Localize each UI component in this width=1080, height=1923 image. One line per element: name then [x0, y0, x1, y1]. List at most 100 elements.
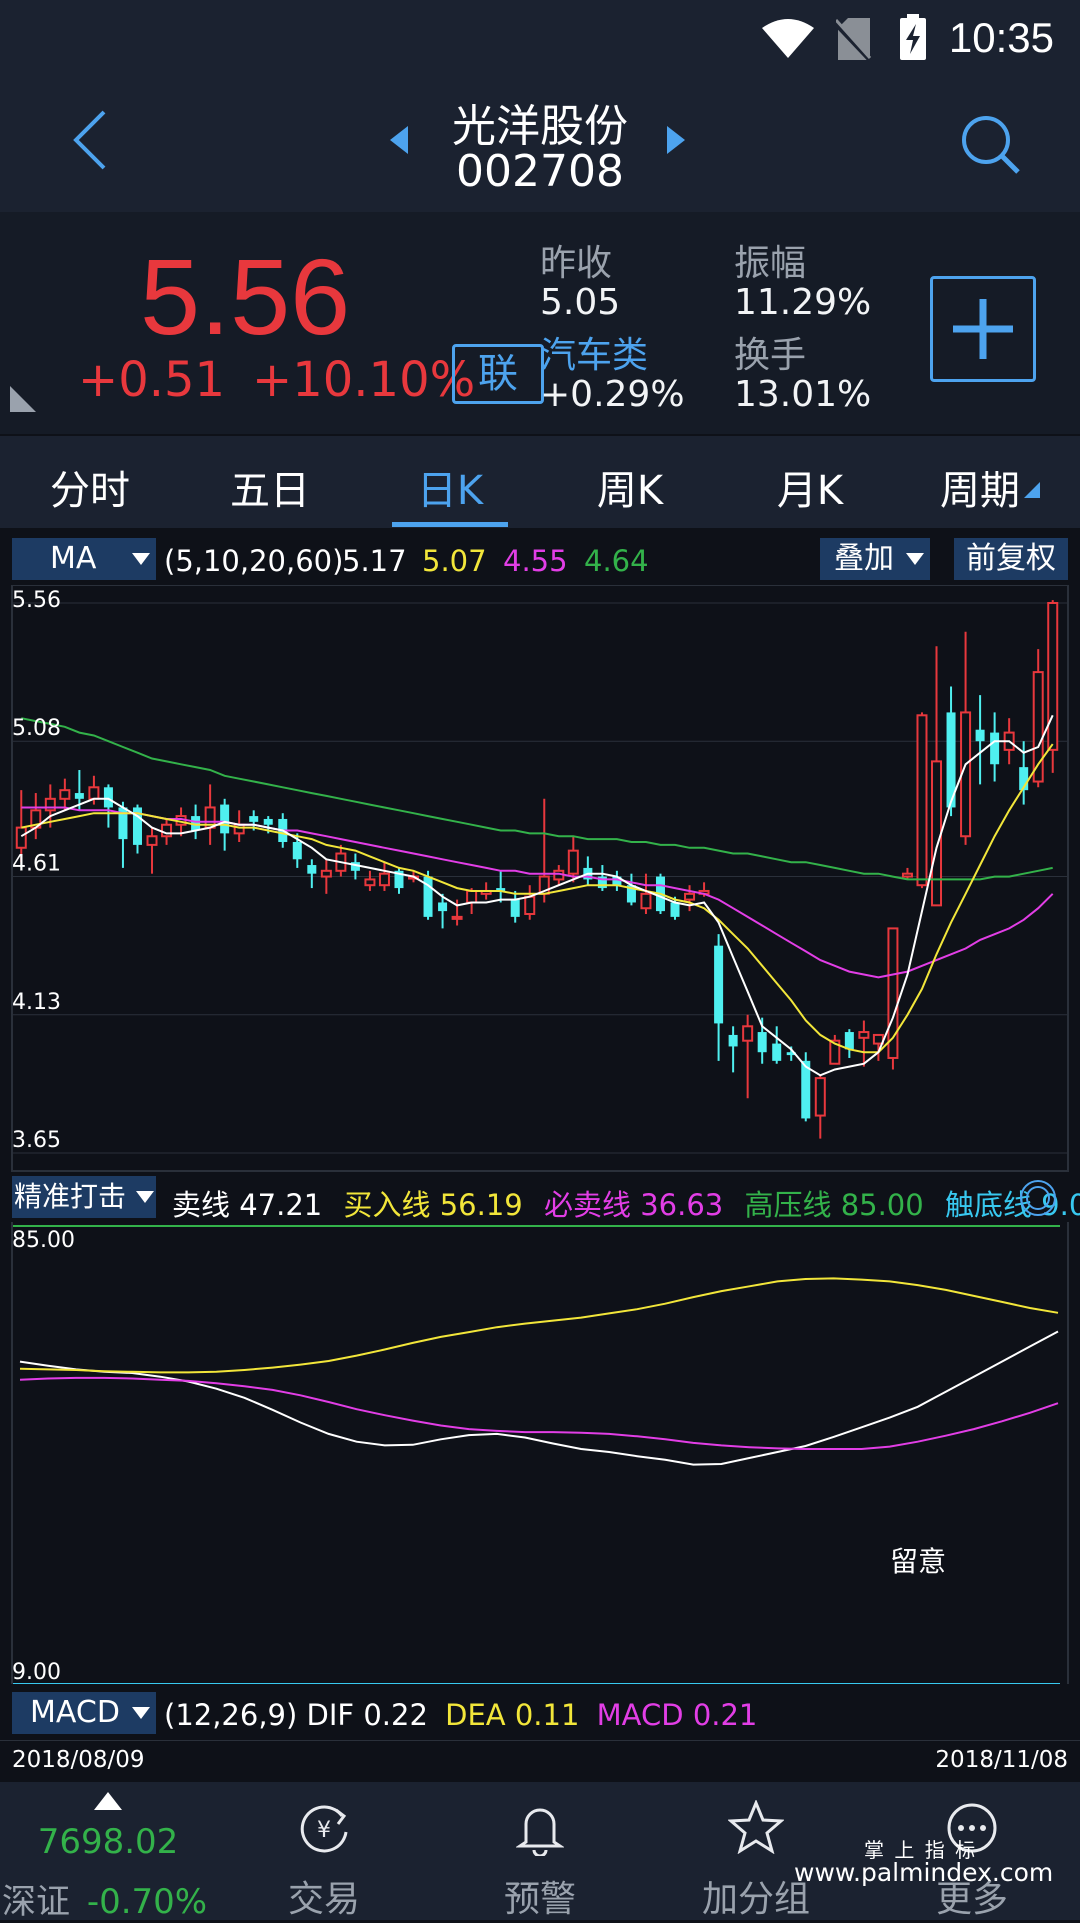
- candle-down: [423, 876, 433, 917]
- sector-change: +0.29%: [540, 374, 685, 415]
- sector-label[interactable]: 汽车类: [540, 335, 649, 376]
- ma5-line: [20, 714, 1054, 1077]
- must-sell-label: 必卖线: [543, 1188, 631, 1222]
- candle-up: [814, 1077, 826, 1117]
- candle-down: [350, 862, 360, 871]
- signal-note: 留意: [890, 1545, 947, 1578]
- candle-up: [364, 878, 376, 887]
- status-time: 10:35: [948, 14, 1054, 61]
- back-arrow-icon[interactable]: [70, 108, 110, 172]
- candle-down: [757, 1032, 767, 1053]
- corner-triangle-icon: [10, 386, 36, 412]
- index-value: 7698.02: [37, 1822, 179, 1862]
- nav-add-group[interactable]: 加分组: [648, 1782, 864, 1920]
- watermark-url: www.palmindex.com: [794, 1858, 1054, 1887]
- candle-up: [858, 1031, 870, 1039]
- candle-up: [88, 786, 100, 800]
- candle-down: [597, 876, 607, 889]
- dif-label: DIF: [306, 1698, 355, 1732]
- candle-down: [220, 804, 230, 834]
- candle-down: [263, 818, 273, 825]
- tab-weekly-k[interactable]: 周K: [596, 468, 664, 514]
- index-name: 深证: [2, 1882, 70, 1922]
- macd-value: 0.21: [692, 1698, 758, 1732]
- candle-up: [524, 895, 536, 915]
- overlay-select[interactable]: 叠加: [820, 538, 930, 580]
- status-bar: 10:35: [0, 0, 1080, 80]
- nav-more[interactable]: 更多: [864, 1782, 1080, 1920]
- tab-intraday[interactable]: 分时: [50, 468, 130, 514]
- ma20-line: [21, 806, 1054, 979]
- signal-chart[interactable]: [0, 1222, 1080, 1684]
- candlestick-chart[interactable]: 5.56 5.08 4.61 4.13 3.65: [0, 585, 1080, 1173]
- chevron-down-icon: [132, 553, 150, 565]
- search-icon[interactable]: [958, 112, 1022, 176]
- prev-close-value: 5.05: [540, 282, 621, 323]
- tab-monthly-k[interactable]: 月K: [776, 468, 844, 514]
- candle-down: [249, 816, 259, 822]
- nav-alert-label: 预警: [503, 1879, 576, 1920]
- prev-stock-icon[interactable]: [390, 126, 410, 154]
- candle-up: [44, 797, 56, 812]
- panel-options-icon[interactable]: [1018, 1178, 1058, 1218]
- more-icon: [947, 1803, 997, 1853]
- nav-alert[interactable]: 预警: [432, 1782, 648, 1920]
- nav-trade[interactable]: ¥ 交易: [216, 1782, 432, 1920]
- high-line-value: 85.00: [840, 1188, 924, 1222]
- buy-line-value: 56.19: [439, 1188, 523, 1222]
- dea-label: DEA: [445, 1698, 506, 1732]
- ma-indicator-label: MA: [50, 541, 97, 576]
- ma-indicator-select[interactable]: MA: [12, 538, 156, 580]
- must-sell-value: 36.63: [640, 1188, 724, 1222]
- chart-frame: [11, 585, 1069, 1172]
- signal-indicator-label: 精准打击: [14, 1180, 127, 1213]
- date-end: 2018/11/08: [935, 1747, 1068, 1773]
- candle-up: [59, 789, 71, 800]
- candle-up: [15, 826, 27, 849]
- candle-up: [466, 889, 478, 904]
- date-axis: 2018/08/09 2018/11/08: [0, 1740, 1080, 1781]
- candle-up: [146, 835, 158, 846]
- candle-down: [496, 888, 506, 891]
- candle-down: [118, 807, 128, 840]
- tab-five-day[interactable]: 五日: [230, 468, 310, 514]
- candle-up: [829, 1039, 841, 1065]
- tab-active-indicator: [392, 522, 508, 527]
- top-nav: 光洋股份 002708: [0, 80, 1080, 214]
- adjust-button[interactable]: 前复权: [954, 538, 1068, 580]
- candle-down: [772, 1043, 782, 1061]
- candle-up: [1032, 671, 1044, 783]
- link-badge[interactable]: 联: [452, 344, 544, 404]
- macd-params: (12,26,9): [164, 1698, 298, 1732]
- bell-icon: [516, 1808, 564, 1856]
- candle-down: [946, 712, 956, 808]
- watermark-title: 掌 上 指 标: [864, 1838, 978, 1862]
- yuan-exchange-icon: ¥: [300, 1805, 348, 1853]
- index-change: -0.70%: [86, 1882, 208, 1922]
- tab-daily-k[interactable]: 日K: [416, 468, 484, 514]
- chevron-down-icon: [906, 553, 924, 565]
- ma-params: (5,10,20,60): [164, 544, 344, 578]
- signal-header: 精准打击 卖线 47.21 买入线 56.19 必卖线 36.63 高压线 85…: [0, 1176, 1080, 1222]
- svg-text:¥: ¥: [317, 1818, 331, 1843]
- add-watchlist-button[interactable]: [930, 276, 1036, 382]
- next-stock-icon[interactable]: [665, 126, 685, 154]
- candle-up: [378, 872, 390, 887]
- macd-indicator-select[interactable]: MACD: [12, 1692, 156, 1734]
- no-sim-icon: [836, 18, 872, 62]
- index-ticker[interactable]: 7698.02 深证 -0.70%: [0, 1782, 216, 1922]
- signal-series-2: [19, 1376, 1059, 1450]
- ma60-line: [21, 717, 1053, 881]
- tab-period[interactable]: 周期: [940, 468, 1020, 514]
- macd-label: MACD: [596, 1698, 684, 1732]
- bottom-nav: 7698.02 深证 -0.70% ¥ 交易 预警 加分组 更多 掌 上 指: [0, 1782, 1080, 1922]
- amplitude-label: 振幅: [734, 243, 807, 284]
- macd-legend: (12,26,9) DIF 0.22 DEA 0.11 MACD 0.21: [164, 1698, 757, 1732]
- candle-up: [320, 869, 332, 878]
- current-price: 5.56: [140, 236, 351, 357]
- nav-trade-label: 交易: [287, 1879, 360, 1920]
- signal-indicator-select[interactable]: 精准打击: [12, 1176, 156, 1218]
- candle-down: [438, 902, 448, 912]
- candle-up: [567, 849, 579, 875]
- battery-charging-icon: [900, 14, 926, 60]
